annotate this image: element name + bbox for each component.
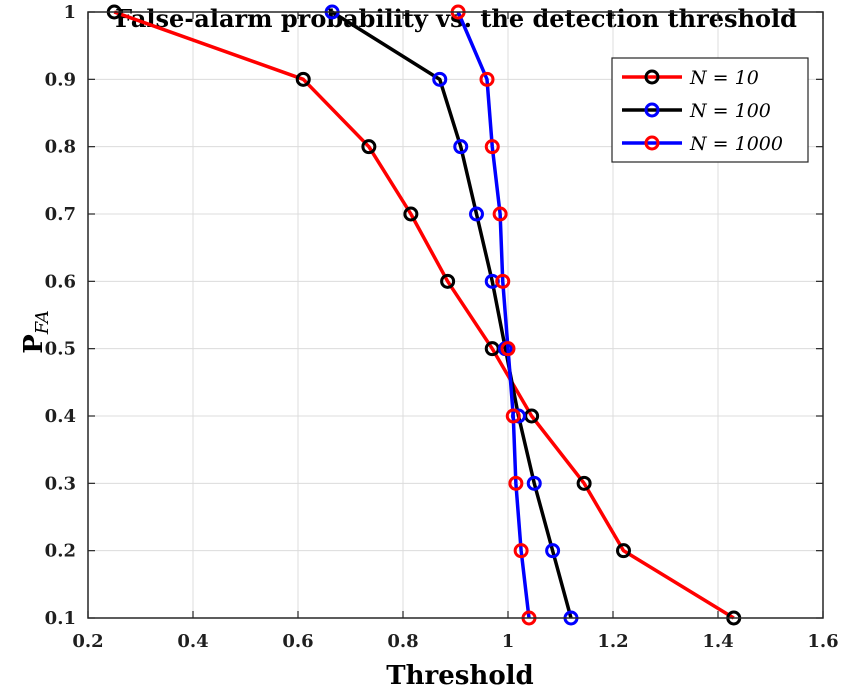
legend: N = 10 N = 100 N = 1000 (611, 57, 809, 163)
data-point (616, 543, 631, 559)
y-tick-label: 0.7 (45, 204, 76, 225)
x-tick-label: 0.8 (387, 631, 418, 652)
plot-frame (87, 11, 824, 619)
y-tick-label: 1 (63, 2, 76, 23)
y-axis-label-main: P (19, 334, 49, 354)
y-tick-label: 0.6 (45, 271, 76, 292)
legend-label: N = 10 (689, 67, 759, 89)
x-tick-label: 0.4 (177, 631, 208, 652)
legend-label: N = 100 (689, 100, 771, 122)
ticks (87, 11, 824, 619)
data-point (469, 206, 484, 222)
data-point (361, 139, 377, 155)
legend-item: N = 100 (622, 100, 771, 122)
series-3 (450, 4, 537, 626)
data-point (576, 475, 592, 491)
x-tick-labels: 0.2 0.4 0.6 0.8 1 1.2 1.4 1.6 (72, 631, 838, 652)
y-tick-label: 0.2 (45, 541, 76, 562)
data-point (505, 408, 521, 424)
legend-marker (644, 102, 660, 118)
y-tick-label: 0.9 (45, 69, 76, 90)
data-point (479, 71, 495, 87)
data-point (508, 475, 524, 491)
series-line (331, 10, 573, 619)
x-tick-label: 1.6 (807, 631, 838, 652)
series-1 (106, 4, 742, 626)
y-tick-labels: 0.1 0.2 0.3 0.4 0.5 0.6 0.7 0.8 0.9 1 (45, 2, 76, 629)
data-point (403, 206, 419, 222)
series-layer (106, 4, 742, 626)
y-tick-label: 0.8 (45, 137, 76, 158)
data-point (453, 139, 469, 155)
x-tick-label: 1.2 (597, 631, 628, 652)
y-tick-label: 0.4 (45, 406, 76, 427)
series-line (113, 10, 735, 620)
legend-marker (644, 69, 660, 85)
data-point (492, 206, 508, 222)
legend-item: N = 10 (622, 67, 759, 89)
data-point (513, 543, 529, 559)
data-point (484, 139, 500, 155)
data-point (500, 341, 516, 357)
data-point (440, 273, 456, 289)
y-axis-label-subscript: FA (32, 310, 53, 335)
x-tick-label: 0.6 (282, 631, 313, 652)
data-point (295, 71, 311, 87)
legend-label: N = 1000 (689, 133, 783, 155)
data-point (545, 543, 561, 559)
x-tick-label: 1 (502, 631, 515, 652)
x-tick-label: 0.2 (72, 631, 103, 652)
series-line (456, 11, 531, 619)
y-tick-label: 0.1 (45, 608, 76, 629)
y-tick-label: 0.5 (45, 339, 76, 360)
data-point (432, 71, 448, 87)
y-tick-label: 0.3 (45, 473, 76, 494)
x-axis-label: Threshold (386, 661, 533, 691)
data-point (495, 273, 511, 289)
y-axis-label: PFA (19, 310, 53, 354)
legend-item: N = 1000 (622, 133, 783, 155)
data-point (526, 475, 542, 491)
legend-marker (644, 135, 660, 151)
x-tick-label: 1.4 (702, 631, 733, 652)
